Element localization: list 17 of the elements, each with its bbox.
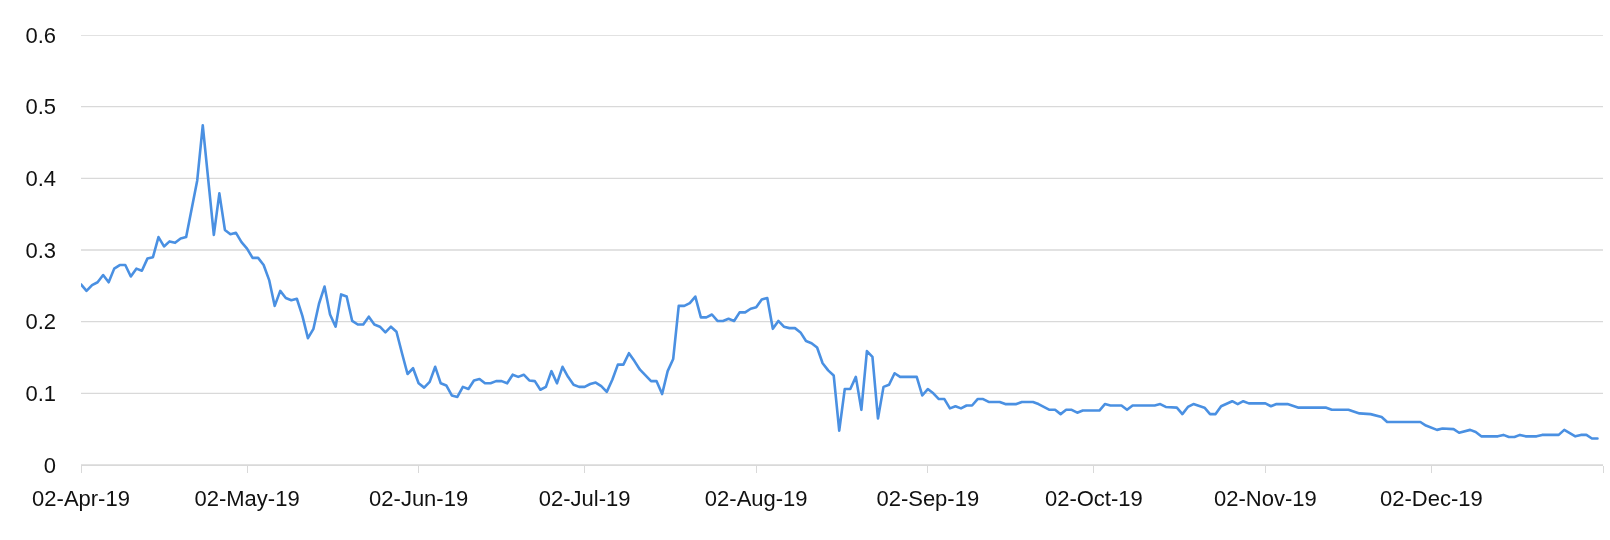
- y-tick-label: 0: [43, 452, 56, 478]
- x-tick-label: 02-Dec-19: [1380, 485, 1483, 511]
- x-tick-label: 02-Oct-19: [1044, 485, 1143, 511]
- y-tick-label: 0.4: [25, 166, 56, 192]
- x-tick-label: 02-May-19: [194, 485, 300, 511]
- y-tick-label: 0.6: [25, 22, 56, 48]
- x-tick-label: 02-Apr-19: [32, 485, 130, 511]
- line-series: [81, 124, 1599, 440]
- y-tick-label: 0.1: [25, 381, 56, 407]
- x-tick-label: 02-Aug-19: [704, 485, 808, 511]
- x-tick-label: 02-Nov-19: [1214, 485, 1317, 511]
- y-tick-label: 0.5: [25, 94, 56, 120]
- x-tick-label: 02-Jul-19: [538, 485, 631, 511]
- x-tick-label: 02-Jun-19: [369, 485, 469, 511]
- x-tick-label: 02-Sep-19: [876, 485, 980, 511]
- y-tick-label: 0.3: [25, 237, 56, 263]
- y-tick-label: 0.2: [25, 309, 56, 335]
